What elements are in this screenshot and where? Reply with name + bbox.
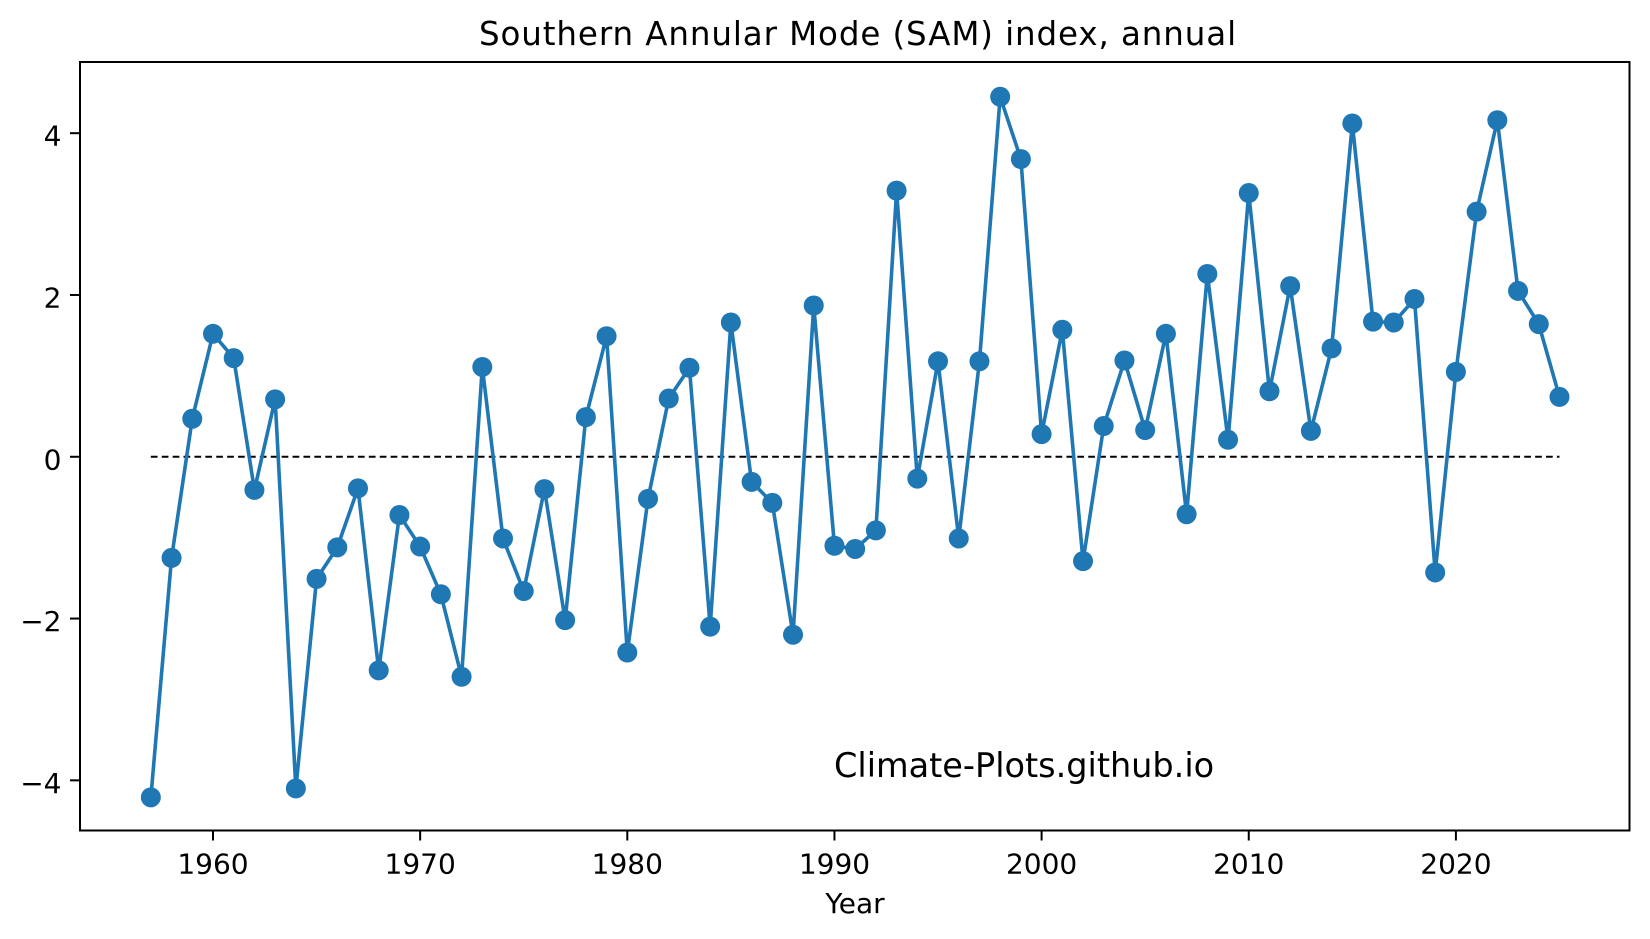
x-tick-label-1980: 1980 [592, 848, 663, 881]
data-point-2024 [1528, 314, 1549, 335]
data-point-2013 [1300, 420, 1321, 441]
data-point-1978 [575, 407, 596, 428]
data-point-1998 [990, 86, 1011, 107]
data-point-1993 [886, 180, 907, 201]
data-point-1962 [244, 479, 265, 500]
x-axis-label: Year [824, 887, 885, 920]
y-tick-label-0: 0 [44, 443, 62, 476]
data-point-1960 [202, 323, 223, 344]
data-point-2007 [1176, 504, 1197, 525]
data-point-1994 [907, 468, 928, 489]
data-point-2015 [1342, 113, 1363, 134]
data-point-1981 [638, 488, 659, 509]
y-tick-label-−4: −4 [20, 767, 61, 800]
data-point-1989 [803, 295, 824, 316]
data-point-1970 [410, 536, 431, 557]
x-tick-label-2010: 2010 [1213, 848, 1284, 881]
data-point-2010 [1238, 183, 1259, 204]
data-point-1990 [824, 535, 845, 556]
data-point-2005 [1135, 420, 1156, 441]
data-point-1969 [389, 505, 410, 526]
data-point-1971 [430, 584, 451, 605]
data-point-2011 [1259, 381, 1280, 402]
data-point-1982 [658, 388, 679, 409]
data-point-1979 [596, 326, 617, 347]
data-point-1974 [493, 528, 514, 549]
data-point-1995 [928, 351, 949, 372]
data-point-2009 [1218, 429, 1239, 450]
data-point-2023 [1508, 280, 1529, 301]
x-tick-label-1970: 1970 [385, 848, 456, 881]
data-point-2025 [1549, 386, 1570, 407]
data-point-2016 [1363, 311, 1384, 332]
data-point-2000 [1031, 424, 1052, 445]
x-tick-label-1960: 1960 [177, 848, 248, 881]
data-point-1988 [783, 624, 804, 645]
y-tick-label-2: 2 [44, 281, 62, 314]
data-point-1992 [865, 520, 886, 541]
data-point-1999 [1010, 149, 1031, 170]
chart-title: Southern Annular Mode (SAM) index, annua… [479, 15, 1237, 53]
data-point-1965 [306, 568, 327, 589]
y-tick-label-4: 4 [44, 120, 62, 153]
data-point-1983 [679, 357, 700, 378]
series-line [149, 94, 1562, 800]
watermark: Climate-Plots.github.io [834, 746, 1214, 785]
data-point-1976 [534, 479, 555, 500]
data-point-1984 [700, 616, 721, 637]
data-point-1967 [347, 478, 368, 499]
data-point-1973 [472, 356, 493, 377]
data-point-1975 [513, 581, 534, 602]
data-point-2014 [1321, 338, 1342, 359]
data-point-1991 [845, 538, 866, 559]
data-point-1958 [161, 547, 182, 568]
data-point-1987 [762, 492, 783, 513]
data-point-1977 [555, 610, 576, 631]
data-point-2001 [1052, 319, 1073, 340]
x-tick-label-2020: 2020 [1420, 848, 1491, 881]
data-point-2017 [1383, 312, 1404, 333]
data-point-2002 [1073, 551, 1094, 572]
data-point-1980 [617, 642, 638, 663]
data-point-1968 [368, 660, 389, 681]
plot-layer [140, 86, 1570, 808]
data-point-1964 [285, 778, 306, 799]
data-point-2004 [1114, 350, 1135, 371]
data-point-1972 [451, 666, 472, 687]
data-point-2022 [1487, 110, 1508, 131]
data-point-2020 [1445, 361, 1466, 382]
data-point-2003 [1093, 416, 1114, 437]
data-point-2021 [1466, 201, 1487, 222]
data-point-2008 [1197, 263, 1218, 284]
data-point-1997 [969, 351, 990, 372]
y-tick-label-−2: −2 [20, 605, 61, 638]
x-tick-label-2000: 2000 [1006, 848, 1077, 881]
data-point-2006 [1155, 323, 1176, 344]
data-point-2012 [1280, 276, 1301, 297]
data-point-2019 [1425, 562, 1446, 583]
data-point-1986 [741, 471, 762, 492]
axes-spines [79, 61, 1631, 832]
data-point-1996 [948, 528, 969, 549]
data-point-1963 [265, 389, 286, 410]
data-point-2018 [1404, 289, 1425, 310]
x-tick-label-1990: 1990 [799, 848, 870, 881]
data-point-1961 [223, 348, 244, 369]
data-point-1985 [720, 312, 741, 333]
data-point-1959 [182, 408, 203, 429]
data-point-1966 [327, 537, 348, 558]
data-point-1957 [140, 787, 161, 808]
axes-layer: 1960 1970 1980 1990 2000 2010 2020 −4 −2 0 2 4 [20, 61, 1631, 881]
